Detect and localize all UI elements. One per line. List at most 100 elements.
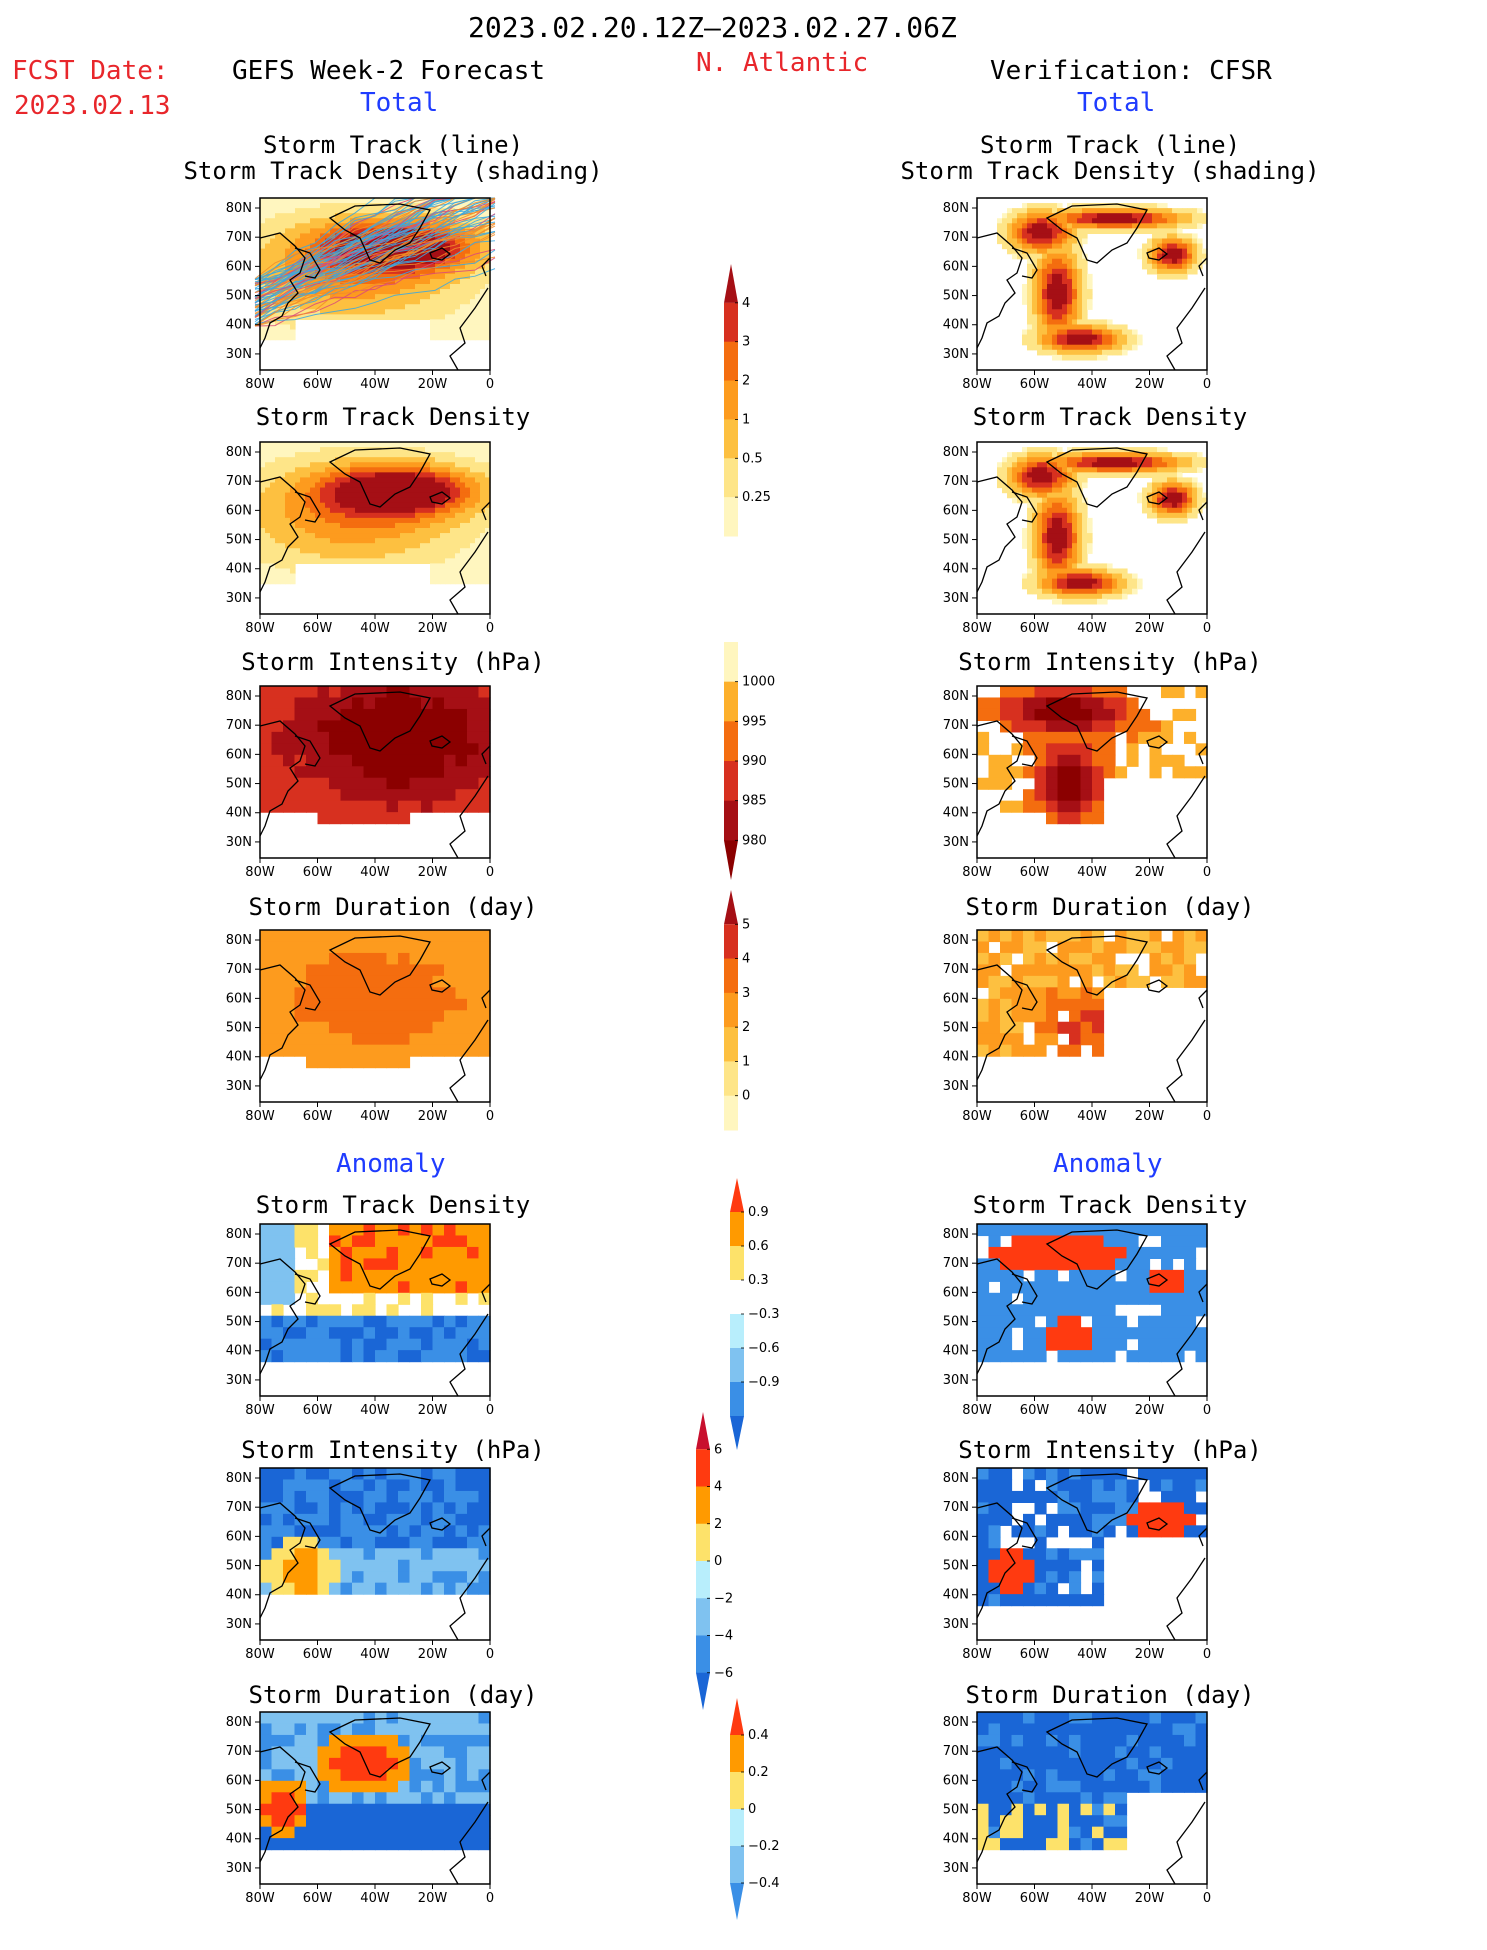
grid-cell <box>1027 345 1033 351</box>
grid-cell <box>1067 324 1073 330</box>
grid-cell <box>435 508 441 514</box>
grid-cell <box>340 198 346 204</box>
grid-cell <box>352 1327 364 1339</box>
grid-cell <box>380 538 386 544</box>
grid-cell <box>1147 503 1153 509</box>
grid-cell <box>1062 508 1068 514</box>
grid-cell <box>375 533 381 539</box>
grid-cell <box>295 452 301 458</box>
grid-cell <box>290 442 296 448</box>
grid-cell <box>415 493 421 499</box>
grid-cell <box>1087 228 1093 234</box>
grid-cell <box>470 558 476 564</box>
grid-cell <box>1102 208 1108 214</box>
grid-cell <box>320 538 326 544</box>
grid-cell <box>435 314 441 320</box>
grid-cell <box>283 720 295 732</box>
grid-cell <box>460 462 466 468</box>
grid-cell <box>1037 589 1043 595</box>
grid-cell <box>410 1339 422 1351</box>
grid-cell <box>456 1316 468 1328</box>
grid-cell <box>360 462 366 468</box>
grid-cell <box>1027 482 1033 488</box>
grid-cell <box>1157 238 1163 244</box>
grid-cell <box>380 482 386 488</box>
grid-cell <box>1047 223 1053 229</box>
grid-cell <box>1032 553 1038 559</box>
y-tick-label: 50N <box>226 777 252 792</box>
grid-cell <box>352 1033 364 1045</box>
x-tick-label: 60W <box>303 377 333 392</box>
grid-cell <box>1022 335 1028 341</box>
grid-cell <box>465 513 471 519</box>
grid-cell <box>1132 213 1138 219</box>
grid-cell <box>387 964 399 976</box>
right-total-label: Total <box>1077 90 1155 116</box>
grid-cell <box>335 304 341 310</box>
grid-cell <box>285 518 291 524</box>
grid-cell <box>1046 789 1058 801</box>
grid-cell <box>1077 324 1083 330</box>
grid-cell <box>1142 218 1148 224</box>
grid-cell <box>410 488 416 494</box>
grid-cell <box>1112 594 1118 600</box>
grid-cell <box>421 801 433 813</box>
grid-cell <box>270 223 276 229</box>
grid-cell <box>275 574 281 580</box>
grid-cell <box>1027 244 1033 250</box>
grid-cell <box>329 1281 341 1293</box>
grid-cell <box>1072 493 1078 499</box>
grid-cell <box>1057 314 1063 320</box>
grid-cell <box>285 203 291 209</box>
grid-cell <box>456 778 468 790</box>
grid-cell <box>1172 452 1178 458</box>
grid-cell <box>1092 1022 1104 1034</box>
grid-cell <box>1072 218 1078 224</box>
grid-cell <box>1037 462 1043 468</box>
grid-cell <box>1132 462 1138 468</box>
grid-cell <box>1127 941 1139 953</box>
grid-cell <box>1172 467 1178 473</box>
grid-cell <box>270 472 276 478</box>
grid-cell <box>1062 528 1068 534</box>
grid-cell <box>450 543 456 549</box>
grid-cell <box>1115 720 1127 732</box>
grid-cell <box>260 1235 272 1247</box>
grid-cell <box>433 1327 445 1339</box>
grid-cell <box>480 467 486 473</box>
grid-cell <box>1162 233 1168 239</box>
grid-cell <box>1032 574 1038 580</box>
grid-cell <box>1067 558 1073 564</box>
grid-cell <box>329 1339 341 1351</box>
grid-cell <box>329 686 341 698</box>
grid-cell <box>440 274 446 280</box>
grid-cell <box>1052 330 1058 336</box>
grid-cell <box>352 1281 364 1293</box>
grid-cell <box>1042 493 1048 499</box>
grid-cell <box>398 1247 410 1259</box>
grid-cell <box>340 203 346 209</box>
grid-cell <box>456 732 468 744</box>
grid-cell <box>275 523 281 529</box>
grid-cell <box>260 1224 272 1236</box>
grid-cell <box>355 309 361 315</box>
grid-cell <box>364 1235 376 1247</box>
grid-cell <box>435 543 441 549</box>
grid-cell <box>306 1350 318 1362</box>
grid-cell <box>1057 518 1063 524</box>
grid-cell <box>1150 930 1162 942</box>
grid-cell <box>1057 254 1063 260</box>
grid-cell <box>285 213 291 219</box>
grid-cell <box>1087 330 1093 336</box>
grid-cell <box>1104 953 1116 965</box>
grid-cell <box>1062 299 1068 305</box>
grid-cell <box>341 1270 353 1282</box>
grid-cell <box>341 1316 353 1328</box>
grid-cell <box>260 198 266 204</box>
grid-cell <box>1092 563 1098 569</box>
y-tick-label: 70N <box>226 1256 252 1271</box>
grid-cell <box>330 208 336 214</box>
grid-cell <box>1000 778 1012 790</box>
grid-cell <box>1042 538 1048 544</box>
y-tick-label: 60N <box>943 991 969 1006</box>
